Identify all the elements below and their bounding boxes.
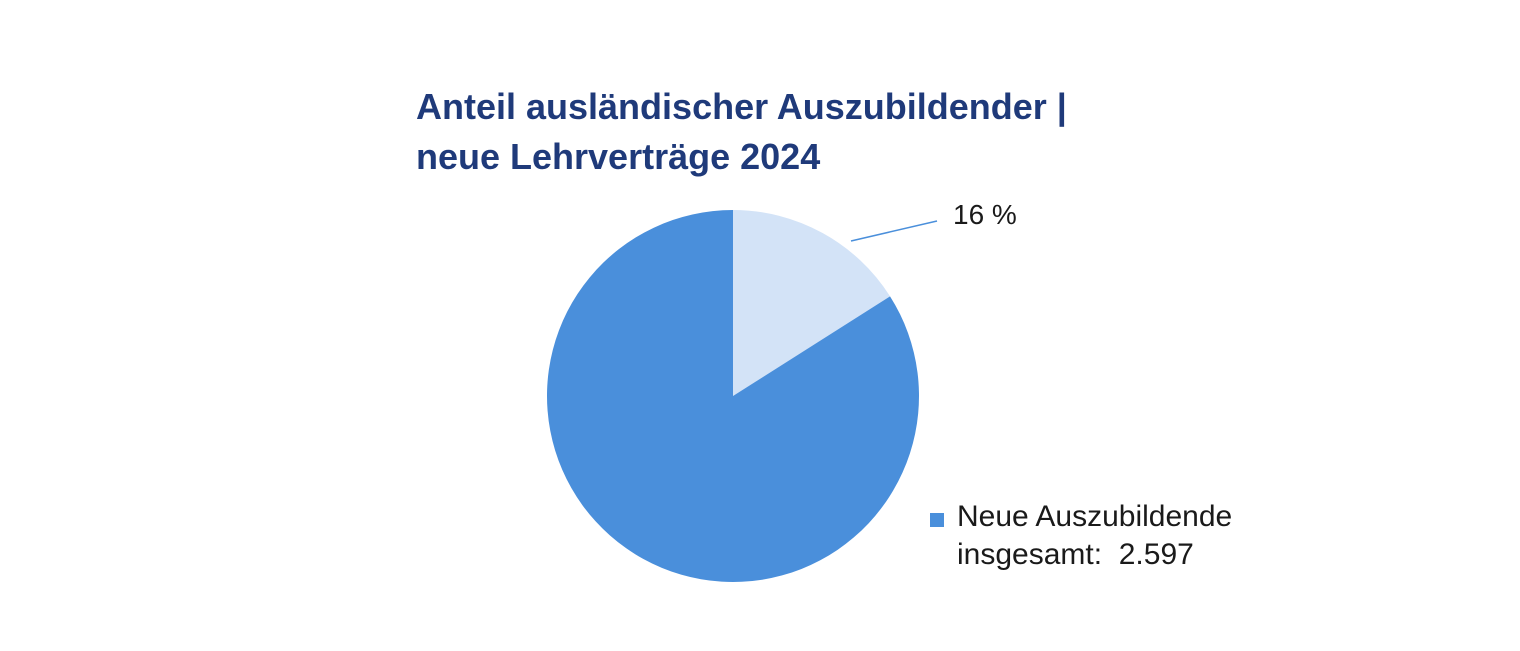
legend-total-value: 2.597 [1118,538,1194,571]
legend: Neue Auszubildende insgesamt: 2.597 [930,498,1232,574]
legend-label-line-1: Neue Auszubildende [957,500,1233,533]
legend-label-line-2: insgesamt: 2.597 [957,536,1232,574]
slice-label-leader-line [850,220,938,242]
pie-slice-1 [547,210,919,582]
legend-label-space [1102,538,1119,571]
chart-title: Anteil ausländischer Auszubildender | ne… [416,82,1067,182]
slice-data-label: 16 % [953,199,1017,230]
legend-label: Neue Auszubildende insgesamt: 2.597 [957,498,1232,574]
pie-slice-0 [733,210,891,396]
pie-slices [547,210,919,582]
legend-swatch [930,513,944,527]
chart-title-line-2: neue Lehrverträge 2024 [416,136,821,177]
chart-title-line-1: Anteil ausländischer Auszubildender | [416,86,1067,127]
legend-label-prefix: insgesamt: [957,538,1103,571]
